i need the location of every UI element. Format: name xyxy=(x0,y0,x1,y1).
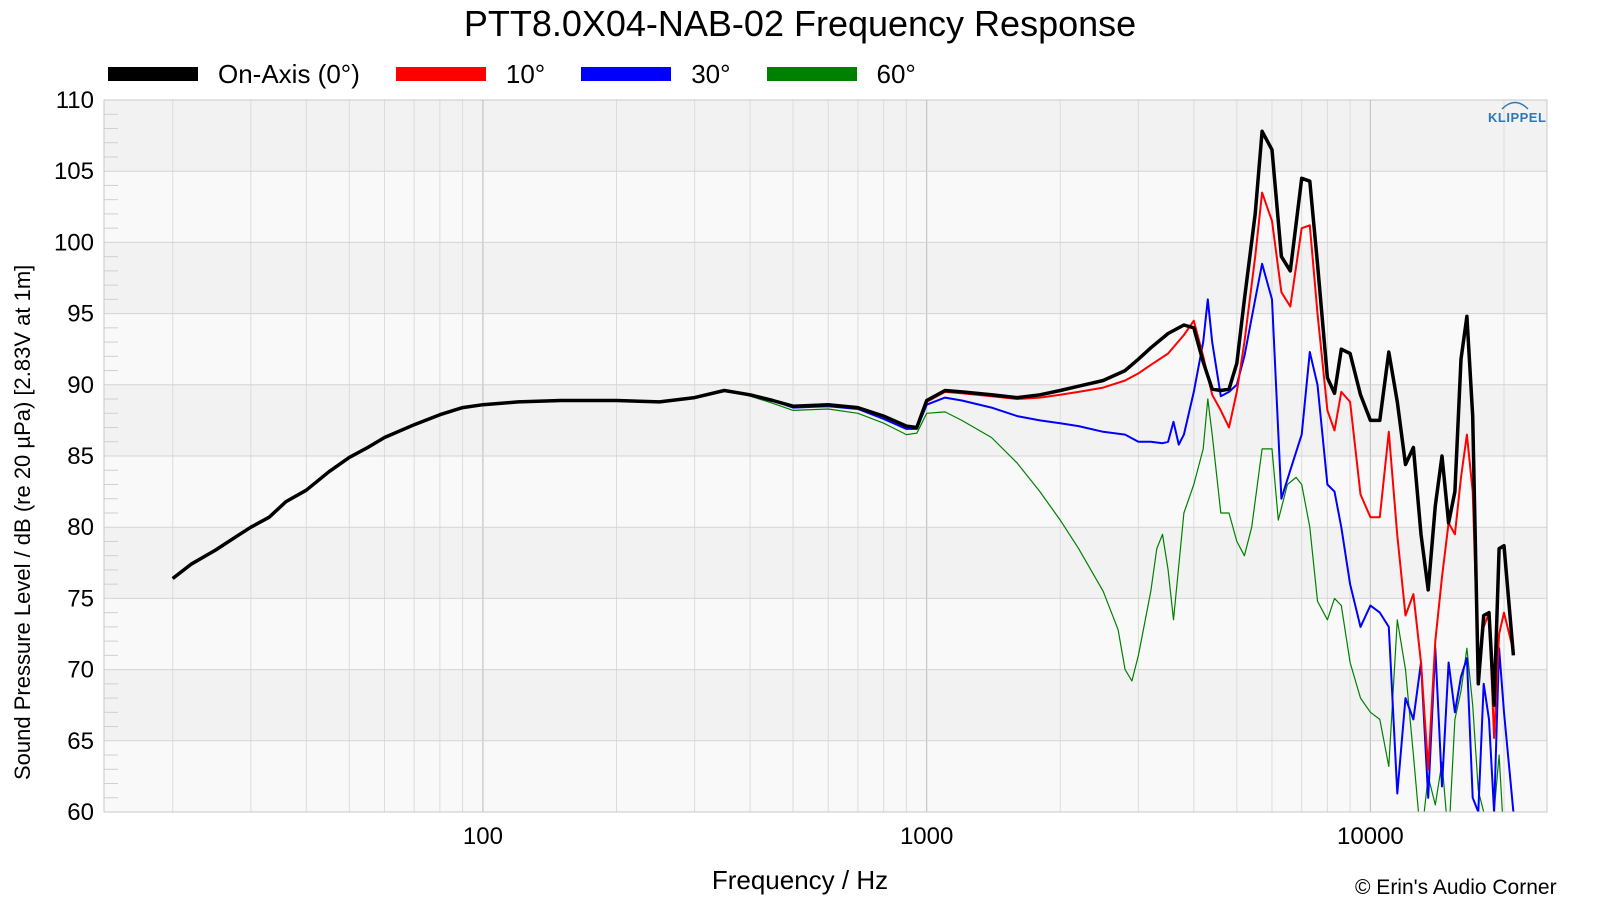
y-tick-label: 60 xyxy=(67,799,94,826)
y-tick-label: 65 xyxy=(67,728,94,755)
y-tick-label: 75 xyxy=(67,585,94,612)
grid-band xyxy=(104,313,1547,385)
legend-item-10deg: 10° xyxy=(395,58,546,90)
y-tick-label: 110 xyxy=(56,87,94,114)
copyright-note: © Erin's Audio Corner xyxy=(1355,876,1557,899)
x-tick-label: 100 xyxy=(463,823,503,850)
background-bands xyxy=(104,100,1547,812)
grid-band xyxy=(104,456,1547,528)
klippel-logo: KLIPPEL xyxy=(1488,110,1547,125)
y-tick-label: 80 xyxy=(67,514,94,541)
legend-label-60deg: 60° xyxy=(876,58,916,89)
grid-band xyxy=(104,740,1547,812)
grid-band xyxy=(104,242,1547,314)
legend-item-on-axis: On-Axis (0°) xyxy=(108,59,360,90)
grid-band xyxy=(104,598,1547,670)
series-line-on-axis-0 xyxy=(171,129,1516,707)
x-tick-label: 1000 xyxy=(900,823,953,850)
grid-band xyxy=(104,669,1547,741)
x-axis-label: Frequency / Hz xyxy=(711,865,889,895)
y-tick-label: 95 xyxy=(67,301,94,328)
legend-item-60deg: 60° xyxy=(766,58,916,90)
legend-label-30deg: 30° xyxy=(691,58,731,89)
plot-frame xyxy=(103,99,1548,813)
legend-label-10deg: 10° xyxy=(505,58,546,89)
legend: On-Axis (0°) 10° 30° 60° xyxy=(108,56,952,92)
legend-swatch-10deg xyxy=(395,67,486,81)
x-tick-label: 10000 xyxy=(1337,823,1404,850)
y-tick-label: 85 xyxy=(67,443,94,470)
grid-band xyxy=(104,384,1547,456)
chart-title: PTT8.0X04-NAB-02 Frequency Response xyxy=(463,3,1137,44)
grid-band xyxy=(104,527,1547,599)
grid-band xyxy=(104,171,1547,243)
axis-tick-labels: 60 65 70 75 80 85 90 95 100 105 110 100 1000 10000 xyxy=(54,87,1404,850)
y-tick-label: 105 xyxy=(54,158,94,185)
klippel-logo-arc xyxy=(1501,101,1529,110)
legend-label-on-axis: On-Axis (0°) xyxy=(218,58,360,89)
y-tick-label: 70 xyxy=(67,657,94,684)
y-tick-label: 100 xyxy=(54,229,94,256)
y-tick-label: 90 xyxy=(67,372,94,399)
series-layer xyxy=(171,129,1516,812)
grid-band xyxy=(104,100,1547,172)
legend-item-30deg: 30° xyxy=(581,58,731,90)
legend-swatch-60deg xyxy=(766,67,857,81)
major-gridlines xyxy=(104,99,1547,813)
legend-swatch-on-axis xyxy=(108,67,198,81)
legend-swatch-30deg xyxy=(581,67,672,81)
y-axis-label: Sound Pressure Level / dB (re 20 µPa) [2… xyxy=(10,264,35,780)
